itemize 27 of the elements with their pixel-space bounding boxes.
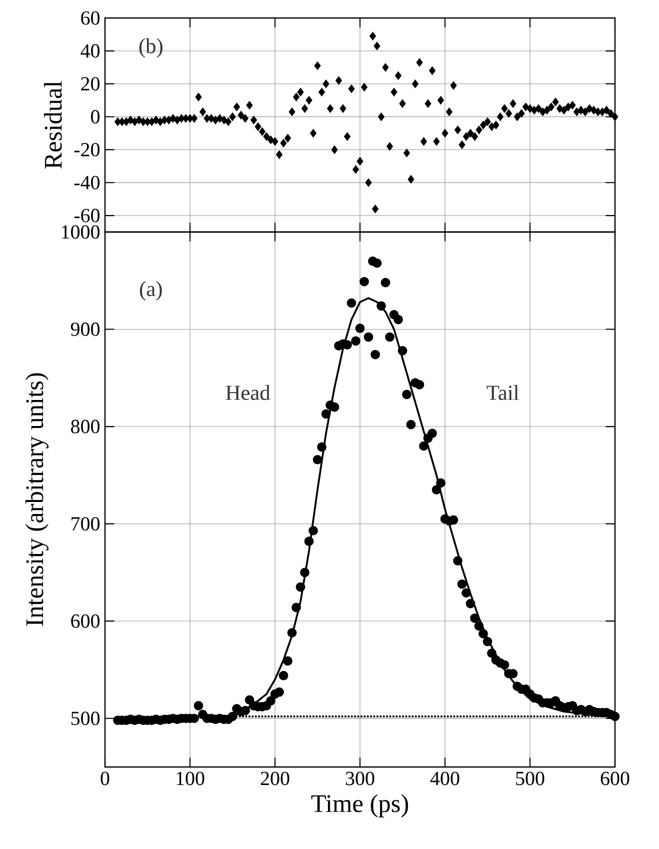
y-tick-label: 900 <box>70 322 100 336</box>
y-tick-label: -60 <box>74 208 100 222</box>
y-axis-title: Residual <box>44 81 62 169</box>
y-tick-label: 1000 <box>62 225 100 239</box>
x-tick-label: 200 <box>260 772 290 786</box>
y-tick-label: 700 <box>72 517 100 531</box>
annotation: Head <box>226 384 270 400</box>
x-tick-label: 500 <box>516 772 544 786</box>
x-tick-label: 600 <box>600 772 630 786</box>
x-tick-label: 300 <box>346 772 374 786</box>
x-tick-label: 400 <box>430 772 460 786</box>
y-tick-label: -20 <box>74 142 100 156</box>
x-tick-label: 100 <box>176 772 204 786</box>
y-tick-label: 600 <box>71 614 100 628</box>
y-axis-title: Intensity (arbitrary units) <box>25 373 48 626</box>
y-tick-label: 800 <box>71 420 100 434</box>
y-tick-label: 40 <box>80 44 100 58</box>
x-tick-label: 0 <box>100 772 110 786</box>
y-tick-label: 60 <box>81 11 100 25</box>
y-tick-label: 0 <box>91 110 100 124</box>
x-axis-title: Time (ps) <box>311 794 408 818</box>
annotation: (a) <box>140 281 162 301</box>
annotation: Tail <box>486 384 519 400</box>
y-tick-label: 20 <box>81 77 100 91</box>
annotation: (b) <box>139 38 162 58</box>
y-tick-label: 500 <box>71 712 100 726</box>
y-tick-label: -40 <box>74 176 100 190</box>
